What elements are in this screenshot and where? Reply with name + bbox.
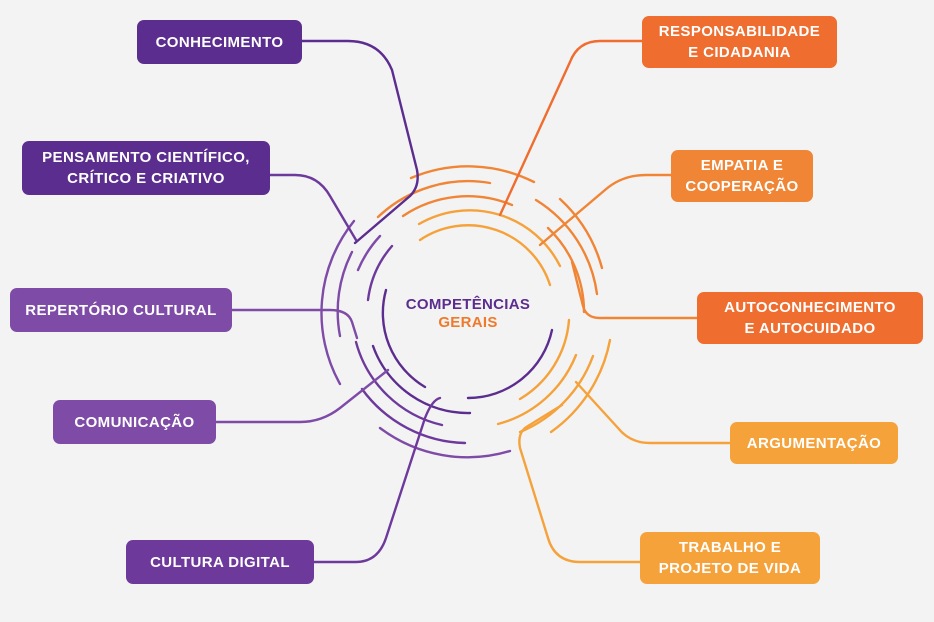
box-label-line-1: PENSAMENTO CIENTÍFICO, <box>42 149 250 166</box>
ring-arc <box>336 250 354 338</box>
box-label-line-2: E AUTOCUIDADO <box>744 320 876 337</box>
ring-arc <box>378 426 512 459</box>
connector-repertorio <box>230 308 359 340</box>
box-label: CULTURA DIGITAL <box>150 553 290 571</box>
box-label: ARGUMENTAÇÃO <box>746 434 882 452</box>
ring-arc <box>409 165 536 184</box>
center-title: COMPETÊNCIAS GERAIS <box>385 296 551 332</box>
ring-arc <box>518 354 595 434</box>
connector-autoconhecimento <box>570 260 699 320</box>
box-label: COMUNICAÇÃO <box>74 413 195 431</box>
ring-arc <box>356 234 382 272</box>
ring-arc <box>546 226 586 314</box>
competencia-autoconhecimento: AUTOCONHECIMENTO E AUTOCUIDADO <box>697 292 923 344</box>
competencia-cultura-digital: CULTURA DIGITAL <box>126 540 314 584</box>
box-label-line-2: COOPERAÇÃO <box>685 178 799 195</box>
connector-pensamento <box>268 173 358 242</box>
ring-arc <box>418 224 552 287</box>
center-title-line-1: COMPETÊNCIAS <box>405 296 531 313</box>
box-label-line-1: EMPATIA E <box>700 157 784 174</box>
connector-argumentacao <box>574 380 732 445</box>
box-label: REPERTÓRIO CULTURAL <box>25 301 217 319</box>
connector-responsabilidade <box>498 39 644 217</box>
competencia-responsabilidade: RESPONSABILIDADE E CIDADANIA <box>642 16 837 68</box>
competencia-empatia: EMPATIA E COOPERAÇÃO <box>671 150 813 202</box>
box-label-line-2: CRÍTICO E CRIATIVO <box>67 170 225 187</box>
ring-arc <box>381 288 427 389</box>
ring-arc <box>496 353 578 426</box>
ring-arc <box>354 340 444 427</box>
ring-arc <box>360 387 467 445</box>
competencia-conhecimento: CONHECIMENTO <box>137 20 302 64</box>
connector-conhecimento <box>300 39 419 245</box>
ring-arc <box>371 344 472 415</box>
ring-arc <box>366 244 394 302</box>
competencia-argumentacao: ARGUMENTAÇÃO <box>730 422 898 464</box>
ring-arc <box>320 219 356 386</box>
ring-arc <box>518 318 571 401</box>
connector-comunicacao <box>214 368 390 424</box>
connector-cultura-digital <box>312 396 442 564</box>
ring-arc <box>549 338 612 434</box>
box-label-line-2: E CIDADANIA <box>688 44 791 61</box>
competencia-pensamento-cientifico: PENSAMENTO CIENTÍFICO, CRÍTICO E CRIATIV… <box>22 141 270 195</box>
competencia-trabalho: TRABALHO E PROJETO DE VIDA <box>640 532 820 584</box>
connector-trabalho <box>518 403 642 564</box>
competencia-comunicacao: COMUNICAÇÃO <box>53 400 216 444</box>
competencia-repertorio-cultural: REPERTÓRIO CULTURAL <box>10 288 232 332</box>
ring-arc <box>401 195 514 218</box>
ring-arc <box>466 328 554 400</box>
ring-arc <box>558 197 604 270</box>
box-label-line-2: PROJETO DE VIDA <box>658 560 802 577</box>
ring-arc <box>376 179 492 219</box>
ring-arc <box>417 209 562 268</box>
center-title-line-2: GERAIS <box>438 314 498 331</box>
ring-arc <box>534 198 599 296</box>
box-label-line-1: RESPONSABILIDADE <box>658 23 821 40</box>
box-label-line-1: AUTOCONHECIMENTO <box>724 299 896 316</box>
connector-empatia <box>538 173 673 247</box>
box-label: CONHECIMENTO <box>155 33 284 51</box>
box-label-line-1: TRABALHO E <box>678 539 782 556</box>
